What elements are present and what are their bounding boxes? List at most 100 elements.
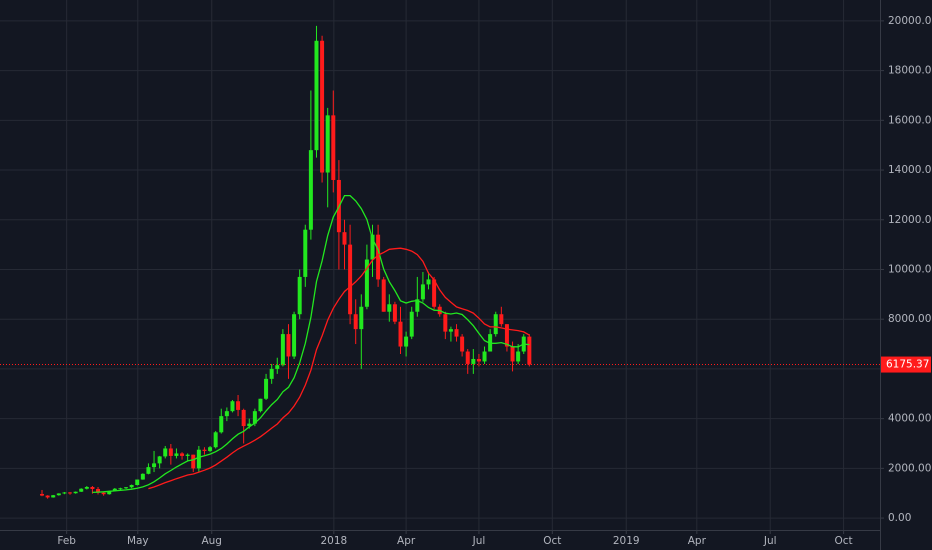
candle-body <box>331 115 336 180</box>
candle-body <box>56 493 61 496</box>
y-tick-label: 8000.00 <box>888 313 931 325</box>
candle-body <box>51 495 56 498</box>
candle-body <box>359 306 364 330</box>
candle-body <box>208 447 213 451</box>
candle-body <box>129 485 134 488</box>
candle-body <box>387 304 392 312</box>
candle-body <box>247 423 252 427</box>
candle-body <box>191 454 196 469</box>
candle-body <box>258 398 263 412</box>
candle-body <box>140 473 145 480</box>
moving-average <box>148 247 530 490</box>
candle-body <box>314 40 319 151</box>
x-tick-label: Apr <box>397 535 416 547</box>
candle-body <box>236 401 241 410</box>
candle-body <box>230 401 235 412</box>
y-tick-label: 12000.00 <box>888 214 932 226</box>
candle-body <box>90 486 95 489</box>
candle-body <box>275 365 280 369</box>
candle-body <box>252 411 257 424</box>
candle-body <box>476 358 481 362</box>
candle-body <box>381 279 386 312</box>
candle-body <box>224 411 229 417</box>
moving-average <box>92 194 530 494</box>
candle-body <box>185 454 190 456</box>
candle-body <box>118 488 123 490</box>
x-tick-label: 2018 <box>320 535 347 547</box>
candle-body <box>280 334 285 366</box>
candle-body <box>342 232 347 245</box>
y-tick-label: 2000.00 <box>888 462 931 474</box>
candle-body <box>364 259 369 307</box>
x-tick-label: May <box>127 535 149 547</box>
candle-body <box>370 234 375 260</box>
candle-body <box>504 324 509 347</box>
x-tick-label: Oct <box>835 535 853 547</box>
candle-body <box>196 449 201 469</box>
candle-body <box>297 276 302 315</box>
candle-body <box>320 40 325 173</box>
candle-body <box>68 492 73 494</box>
candle-body <box>493 314 498 335</box>
candle-body <box>292 314 297 357</box>
candle-body <box>325 115 330 173</box>
candle-body <box>448 329 453 332</box>
x-tick-label: Feb <box>57 535 76 547</box>
y-tick-label: 20000.00 <box>888 15 932 27</box>
candle-body <box>420 284 425 300</box>
candle-body <box>465 351 470 364</box>
x-tick-label: Apr <box>688 535 707 547</box>
candle-body <box>510 346 515 362</box>
candle-body <box>180 453 185 456</box>
candle-body <box>168 448 173 456</box>
candle-body <box>392 304 397 322</box>
candle-body <box>527 336 532 365</box>
candle-body <box>84 486 89 489</box>
candle-body <box>62 492 67 494</box>
candle-body <box>202 449 207 451</box>
candle-body <box>454 329 459 337</box>
candle-body <box>432 279 437 307</box>
candle-body <box>415 299 420 312</box>
candle-body <box>73 491 78 494</box>
x-tick-label: Jul <box>472 535 486 547</box>
y-tick-label: 0.00 <box>888 512 911 524</box>
candle-body <box>157 456 162 464</box>
candle-body <box>124 487 129 489</box>
candle-body <box>40 493 45 496</box>
y-tick-label: 10000.00 <box>888 263 932 275</box>
y-tick-label: 14000.00 <box>888 164 932 176</box>
candle-body <box>96 488 101 493</box>
candle-body <box>376 234 381 280</box>
candle-body <box>213 432 218 448</box>
candle-body <box>409 311 414 337</box>
candle-body <box>101 492 106 495</box>
candle-body <box>79 488 84 492</box>
candle-body <box>516 351 521 362</box>
candle-body <box>404 336 409 347</box>
candle-body <box>45 495 50 498</box>
y-tick-label: 18000.00 <box>888 65 932 77</box>
candle-body <box>269 368 274 379</box>
x-tick-label: Aug <box>201 535 222 547</box>
candle-body <box>471 358 476 364</box>
candle-body <box>286 334 291 357</box>
candle-body <box>443 314 448 332</box>
candle-body <box>264 378 269 399</box>
y-tick-label: 16000.00 <box>888 114 932 126</box>
candle-body <box>219 416 224 433</box>
candle-body <box>303 229 308 277</box>
candle-body <box>460 336 465 352</box>
candle-body <box>348 244 353 315</box>
candle-body <box>308 150 313 230</box>
last-price-box <box>881 356 931 373</box>
candle-body <box>499 314 504 325</box>
y-tick-label: 4000.00 <box>888 413 931 425</box>
candle-body <box>112 488 117 491</box>
candle-body <box>426 279 431 285</box>
x-tick-label: 2019 <box>613 535 640 547</box>
candle-body <box>107 490 112 495</box>
candle-body <box>482 351 487 362</box>
